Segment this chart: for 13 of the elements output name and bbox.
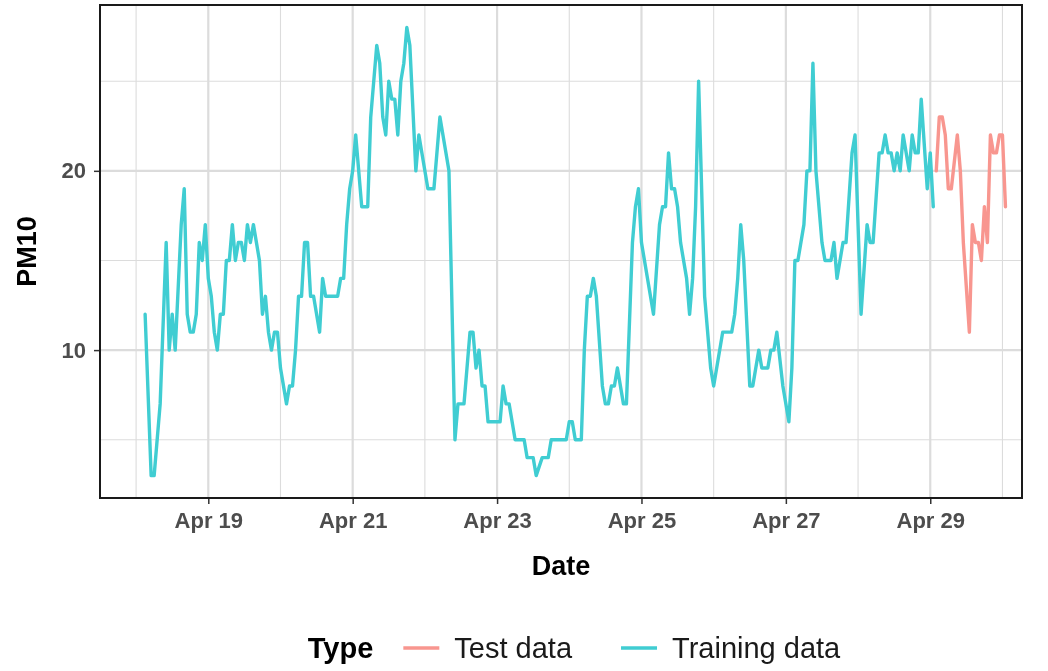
legend-label: Test data — [454, 632, 573, 664]
legend-title: Type — [307, 632, 374, 664]
x-tick-label: Apr 21 — [318, 507, 388, 533]
legend-label: Training data — [672, 632, 842, 664]
x-axis-title: Date — [531, 551, 591, 581]
x-tick-label: Apr 27 — [752, 507, 821, 533]
y-tick-label: 20 — [61, 158, 86, 184]
x-tick-label: Apr 29 — [896, 507, 965, 533]
y-axis-title: PM10 — [12, 216, 42, 287]
x-tick-label: Apr 23 — [463, 507, 532, 533]
x-tick-label: Apr 19 — [174, 507, 244, 533]
y-tick-label: 10 — [61, 337, 86, 363]
x-tick-label: Apr 25 — [607, 507, 677, 533]
